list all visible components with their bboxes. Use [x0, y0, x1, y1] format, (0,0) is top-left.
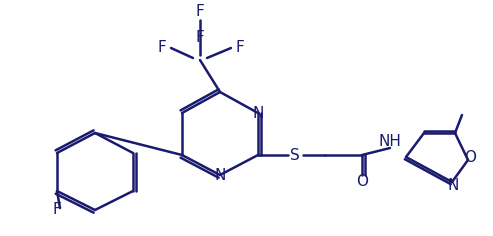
Text: F: F: [196, 30, 205, 46]
Text: NH: NH: [379, 134, 401, 148]
Text: F: F: [158, 41, 166, 55]
Text: S: S: [290, 148, 300, 163]
Text: O: O: [464, 151, 476, 165]
Text: N: N: [214, 168, 226, 182]
Text: N: N: [447, 177, 458, 193]
Text: F: F: [236, 41, 245, 55]
Text: F: F: [196, 4, 205, 20]
Text: F: F: [53, 202, 61, 218]
Text: O: O: [356, 174, 368, 190]
Text: N: N: [252, 105, 264, 121]
